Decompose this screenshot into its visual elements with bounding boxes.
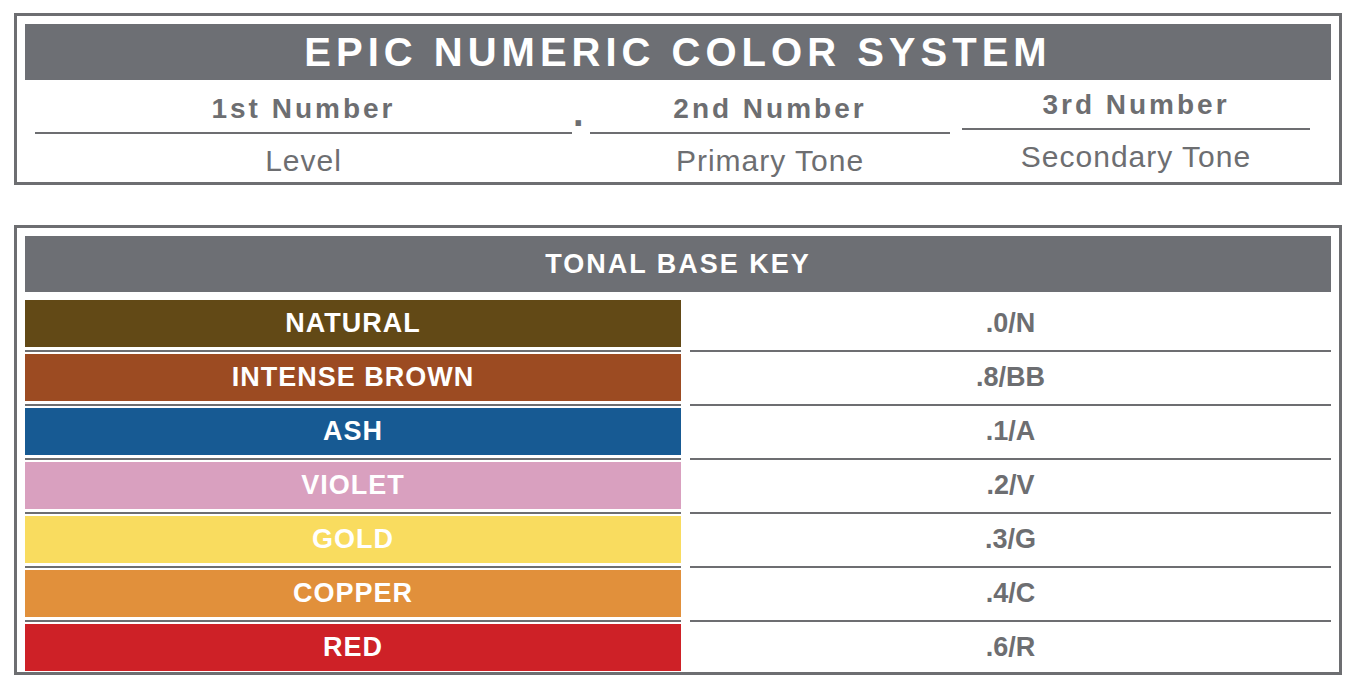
tonal-key-row: NATURAL .0/N <box>25 300 1331 347</box>
tone-code-value: .4/C <box>690 570 1331 617</box>
separator-right-segment <box>690 350 1331 352</box>
second-number-meaning: Primary Tone <box>590 144 950 178</box>
color-swatch: INTENSE BROWN <box>25 354 681 401</box>
third-number-label: 3rd Number <box>962 88 1310 128</box>
tone-name-label: RED <box>323 632 383 663</box>
tone-name-label: GOLD <box>312 524 394 555</box>
separator-left-segment <box>25 566 681 568</box>
separator-right-segment <box>690 566 1331 568</box>
color-swatch: GOLD <box>25 516 681 563</box>
first-number-underline <box>35 132 572 134</box>
decimal-point-separator: . <box>573 94 584 132</box>
separator-right-segment <box>690 620 1331 622</box>
tone-code-value: .0/N <box>690 300 1331 347</box>
tonal-key-row: INTENSE BROWN .8/BB <box>25 354 1331 401</box>
tonal-base-key-panel: TONAL BASE KEY NATURAL .0/N INTENSE BROW… <box>14 225 1342 675</box>
tone-code-value: .3/G <box>690 516 1331 563</box>
first-number-meaning: Level <box>35 144 572 178</box>
color-swatch: VIOLET <box>25 462 681 509</box>
color-swatch: ASH <box>25 408 681 455</box>
third-number-meaning: Secondary Tone <box>962 140 1310 174</box>
separator-right-segment <box>690 458 1331 460</box>
tone-name-label: ASH <box>323 416 383 447</box>
numeric-color-system-panel: EPIC NUMERIC COLOR SYSTEM 1st Number Lev… <box>14 13 1342 185</box>
tone-name-label: INTENSE BROWN <box>232 362 475 393</box>
row-separator <box>25 455 1331 462</box>
tone-name-label: COPPER <box>293 578 413 609</box>
tonal-key-row: VIOLET .2/V <box>25 462 1331 509</box>
row-separator <box>25 563 1331 570</box>
separator-left-segment <box>25 404 681 406</box>
tone-name-label: NATURAL <box>285 308 420 339</box>
color-swatch: RED <box>25 624 681 671</box>
tonal-base-key-title: TONAL BASE KEY <box>545 249 811 280</box>
third-number-underline <box>962 128 1310 130</box>
tonal-key-row: COPPER .4/C <box>25 570 1331 617</box>
tone-code-value: .2/V <box>690 462 1331 509</box>
column-third-number: 3rd Number Secondary Tone <box>962 88 1310 174</box>
separator-left-segment <box>25 350 681 352</box>
tone-code-value: .6/R <box>690 624 1331 671</box>
tonal-key-row: RED .6/R <box>25 624 1331 671</box>
color-swatch: COPPER <box>25 570 681 617</box>
row-separator <box>25 347 1331 354</box>
tonal-key-row: GOLD .3/G <box>25 516 1331 563</box>
panel-title: EPIC NUMERIC COLOR SYSTEM <box>304 30 1051 75</box>
row-separator <box>25 401 1331 408</box>
column-first-number: 1st Number Level <box>35 92 572 178</box>
tone-code-value: .8/BB <box>690 354 1331 401</box>
separator-left-segment <box>25 512 681 514</box>
tonal-key-row: ASH .1/A <box>25 408 1331 455</box>
column-second-number: 2nd Number Primary Tone <box>590 92 950 178</box>
row-separator <box>25 509 1331 516</box>
tone-code-value: .1/A <box>690 408 1331 455</box>
separator-right-segment <box>690 404 1331 406</box>
numeric-system-title-bar: EPIC NUMERIC COLOR SYSTEM <box>25 24 1331 80</box>
row-separator <box>25 617 1331 624</box>
first-number-label: 1st Number <box>35 92 572 132</box>
separator-left-segment <box>25 458 681 460</box>
color-swatch: NATURAL <box>25 300 681 347</box>
tonal-key-rows: NATURAL .0/N INTENSE BROWN .8/BB ASH .1/… <box>25 300 1331 671</box>
tonal-base-key-title-bar: TONAL BASE KEY <box>25 236 1331 292</box>
tone-name-label: VIOLET <box>301 470 405 501</box>
number-columns: 1st Number Level . 2nd Number Primary To… <box>17 80 1339 182</box>
second-number-underline <box>590 132 950 134</box>
second-number-label: 2nd Number <box>590 92 950 132</box>
separator-left-segment <box>25 620 681 622</box>
separator-right-segment <box>690 512 1331 514</box>
